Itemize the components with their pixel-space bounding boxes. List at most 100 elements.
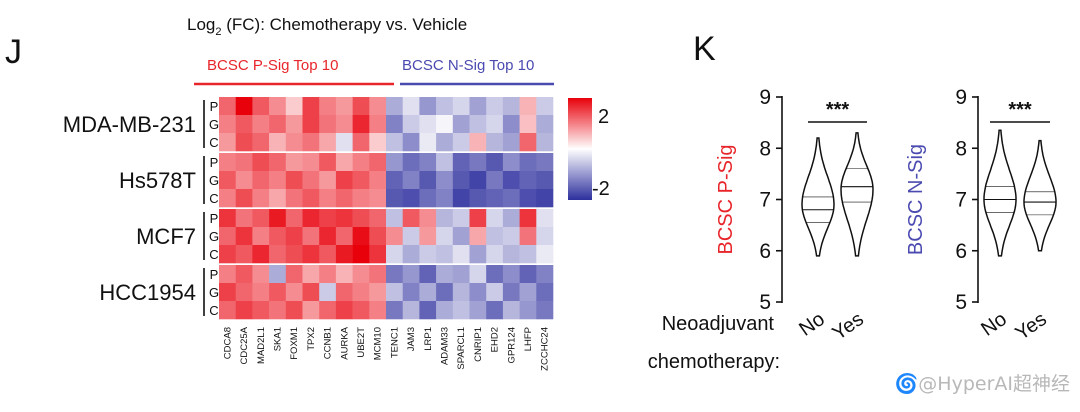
heatmap-cell	[319, 97, 337, 116]
heatmap-cell	[285, 171, 303, 190]
heatmap-cell	[486, 115, 504, 134]
sub-row-label: C	[209, 247, 218, 262]
heatmap-cell	[269, 133, 287, 152]
heatmap-cell	[402, 171, 420, 190]
heatmap-cell	[386, 189, 403, 208]
panel-label-j: J	[5, 33, 22, 71]
heatmap-cell	[219, 265, 236, 284]
heatmap-cell	[335, 189, 353, 208]
heatmap-cell	[469, 209, 487, 228]
heatmap-cell	[386, 209, 403, 228]
heatmap-cell	[269, 227, 287, 246]
heatmap-cell	[452, 171, 470, 190]
heatmap-cell	[452, 115, 470, 134]
heatmap-cell	[502, 227, 520, 246]
heatmap-cell	[285, 301, 303, 320]
heatmap-cell	[235, 209, 253, 228]
heatmap-cell	[319, 153, 337, 172]
heatmap-cell	[352, 245, 370, 264]
heatmap-cell	[369, 133, 387, 152]
heatmap-cell	[536, 115, 554, 134]
heatmap-cell	[486, 189, 504, 208]
heatmap-cell	[235, 301, 253, 320]
heatmap-cell	[386, 245, 403, 264]
heatmap-cell	[219, 133, 236, 152]
heatmap-cell	[269, 209, 287, 228]
heatmap-cell	[252, 97, 270, 116]
heatmap-cell	[219, 189, 236, 208]
heatmap-cell	[235, 153, 253, 172]
heatmap-cell	[519, 245, 537, 264]
sub-row-label: C	[209, 303, 218, 318]
y-tick-label: 5	[955, 291, 967, 314]
heatmap-cell	[436, 283, 454, 302]
heatmap-cell	[419, 265, 437, 284]
heatmap-cell	[235, 115, 253, 134]
heatmap-cell	[519, 97, 537, 116]
heatmap-cell	[302, 227, 320, 246]
heatmap-cell	[536, 245, 554, 264]
heatmap-cell	[369, 153, 387, 172]
panel-label-k: K	[693, 30, 716, 68]
colorbar-max-label: 2	[598, 106, 609, 128]
gene-label: ZCCHC24	[540, 327, 551, 371]
heatmap-cell	[386, 115, 403, 134]
heatmap-cell	[319, 209, 337, 228]
heatmap-cell	[436, 115, 454, 134]
sub-row-label: G	[209, 173, 219, 188]
heatmap-cell	[402, 301, 420, 320]
heatmap-cell	[252, 301, 270, 320]
heatmap-cell	[235, 171, 253, 190]
heatmap-cell	[219, 97, 236, 116]
heatmap-cell	[402, 133, 420, 152]
heatmap-cell	[219, 245, 236, 264]
heatmap-cell	[269, 115, 287, 134]
heatmap-cell	[502, 301, 520, 320]
heatmap-cell	[352, 283, 370, 302]
heatmap-cell	[285, 97, 303, 116]
y-tick-label: 6	[955, 240, 967, 263]
heatmap-cell	[402, 209, 420, 228]
heatmap-cell	[319, 189, 337, 208]
cell-line-label: MCF7	[136, 224, 196, 249]
heatmap-cells	[219, 97, 554, 320]
heatmap-cell	[386, 153, 403, 172]
heatmap-cell	[252, 245, 270, 264]
heatmap-cell	[219, 209, 236, 228]
heatmap-cell	[319, 227, 337, 246]
heatmap-cell	[502, 245, 520, 264]
heatmap-cell	[486, 265, 504, 284]
heatmap-cell	[536, 133, 554, 152]
x-title-line1: Neoadjuvant	[662, 313, 775, 335]
heatmap-cell	[235, 245, 253, 264]
heatmap-cell	[285, 245, 303, 264]
heatmap-cell	[519, 189, 537, 208]
heatmap-cell	[386, 301, 403, 320]
heatmap-cell	[352, 153, 370, 172]
heatmap-cell	[452, 97, 470, 116]
heatmap-cell	[369, 97, 387, 116]
gene-label: MAD2L1	[256, 327, 267, 364]
heatmap-cell	[469, 189, 487, 208]
heatmap-cell	[536, 227, 554, 246]
heatmap-cell	[369, 189, 387, 208]
gene-label: LRP1	[423, 327, 434, 351]
sub-row-label: G	[209, 285, 219, 300]
heatmap-cell	[335, 153, 353, 172]
heatmap-cell	[285, 133, 303, 152]
heatmap-cell	[419, 97, 437, 116]
colorbar	[568, 98, 592, 200]
heatmap-cell	[235, 283, 253, 302]
heatmap-cell	[502, 153, 520, 172]
heatmap-cell	[419, 115, 437, 134]
heatmap-cell	[469, 301, 487, 320]
sub-row-label: P	[210, 155, 219, 170]
heatmap-cell	[536, 209, 554, 228]
heatmap-cell	[419, 133, 437, 152]
heatmap-cell	[269, 301, 287, 320]
x-category-label: Yes	[1012, 308, 1051, 345]
x-category-label: No	[977, 308, 1011, 341]
heatmap-cell	[252, 133, 270, 152]
